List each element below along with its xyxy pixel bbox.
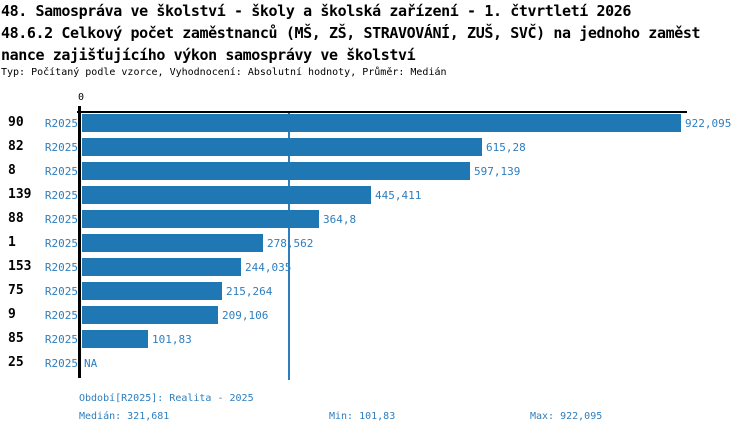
bar-value-label: 615,28 — [486, 141, 526, 154]
chart-row: 8 R2025 597,139 — [0, 162, 750, 180]
bar — [82, 306, 218, 324]
row-period-label: R2025 — [44, 309, 78, 322]
report-title-line1: 48. Samospráva ve školství - školy a ško… — [1, 2, 632, 20]
bar-value-label: 101,83 — [152, 333, 192, 346]
row-period-label: R2025 — [44, 189, 78, 202]
report-title-line2: 48.6.2 Celkový počet zaměstnanců (MŠ, ZŠ… — [1, 24, 701, 42]
bar-value-label: NA — [84, 357, 98, 370]
chart-row: 75 R2025 215,264 — [0, 282, 750, 300]
footer-max-stat: Max: 922,095 — [530, 411, 603, 422]
bar — [82, 234, 263, 252]
chart-row: 153 R2025 244,035 — [0, 258, 750, 276]
chart-row: 9 R2025 209,106 — [0, 306, 750, 324]
bar — [82, 258, 241, 276]
bar — [82, 162, 470, 180]
row-period-label: R2025 — [44, 285, 78, 298]
bar — [82, 282, 222, 300]
bar — [82, 138, 482, 156]
row-period-label: R2025 — [44, 357, 78, 370]
bar — [82, 330, 148, 348]
chart-row: 85 R2025 101,83 — [0, 330, 750, 348]
row-category-label: 139 — [8, 187, 32, 202]
bar-value-label: 445,411 — [375, 189, 422, 202]
bar-value-label: 278,562 — [267, 237, 314, 250]
row-period-label: R2025 — [44, 261, 78, 274]
row-period-label: R2025 — [44, 141, 78, 154]
row-category-label: 25 — [8, 355, 24, 370]
bar-value-label: 922,095 — [685, 117, 732, 130]
x-axis-zero-tick-label: 0 — [77, 92, 85, 103]
row-period-label: R2025 — [44, 165, 78, 178]
y-axis-line — [78, 106, 81, 378]
chart-row: 88 R2025 364,8 — [0, 210, 750, 228]
row-period-label: R2025 — [44, 117, 78, 130]
bar — [82, 210, 319, 228]
footer-median-stat: Medián: 321,681 — [79, 411, 170, 422]
row-period-label: R2025 — [44, 237, 78, 250]
row-category-label: 1 — [8, 235, 16, 250]
chart-row: 90 R2025 922,095 — [0, 114, 750, 132]
row-category-label: 88 — [8, 211, 24, 226]
row-category-label: 75 — [8, 283, 24, 298]
bar-value-label: 364,8 — [323, 213, 357, 226]
footer-min-stat: Min: 101,83 — [329, 411, 396, 422]
chart-row: 82 R2025 615,28 — [0, 138, 750, 156]
report-meta-line: Typ: Počítaný podle vzorce, Vyhodnocení:… — [1, 67, 447, 78]
chart-row: 25 R2025 NA — [0, 354, 750, 372]
row-category-label: 153 — [8, 259, 32, 274]
median-reference-line — [288, 113, 290, 380]
report-title-line3: nance zajišťujícího výkon samosprávy ve … — [1, 46, 416, 64]
row-category-label: 85 — [8, 331, 24, 346]
row-period-label: R2025 — [44, 333, 78, 346]
x-axis-line — [77, 111, 687, 113]
row-period-label: R2025 — [44, 213, 78, 226]
row-category-label: 82 — [8, 139, 24, 154]
bar — [82, 186, 371, 204]
row-category-label: 9 — [8, 307, 16, 322]
chart-row: 139 R2025 445,411 — [0, 186, 750, 204]
chart-row: 1 R2025 278,562 — [0, 234, 750, 252]
bar-value-label: 597,139 — [474, 165, 521, 178]
footer-period-label: Období[R2025]: Realita - 2025 — [79, 393, 254, 404]
bar-value-label: 244,035 — [245, 261, 292, 274]
row-category-label: 8 — [8, 163, 16, 178]
bar-value-label: 209,106 — [222, 309, 269, 322]
row-category-label: 90 — [8, 115, 24, 130]
bar-value-label: 215,264 — [226, 285, 273, 298]
bar — [82, 114, 681, 132]
